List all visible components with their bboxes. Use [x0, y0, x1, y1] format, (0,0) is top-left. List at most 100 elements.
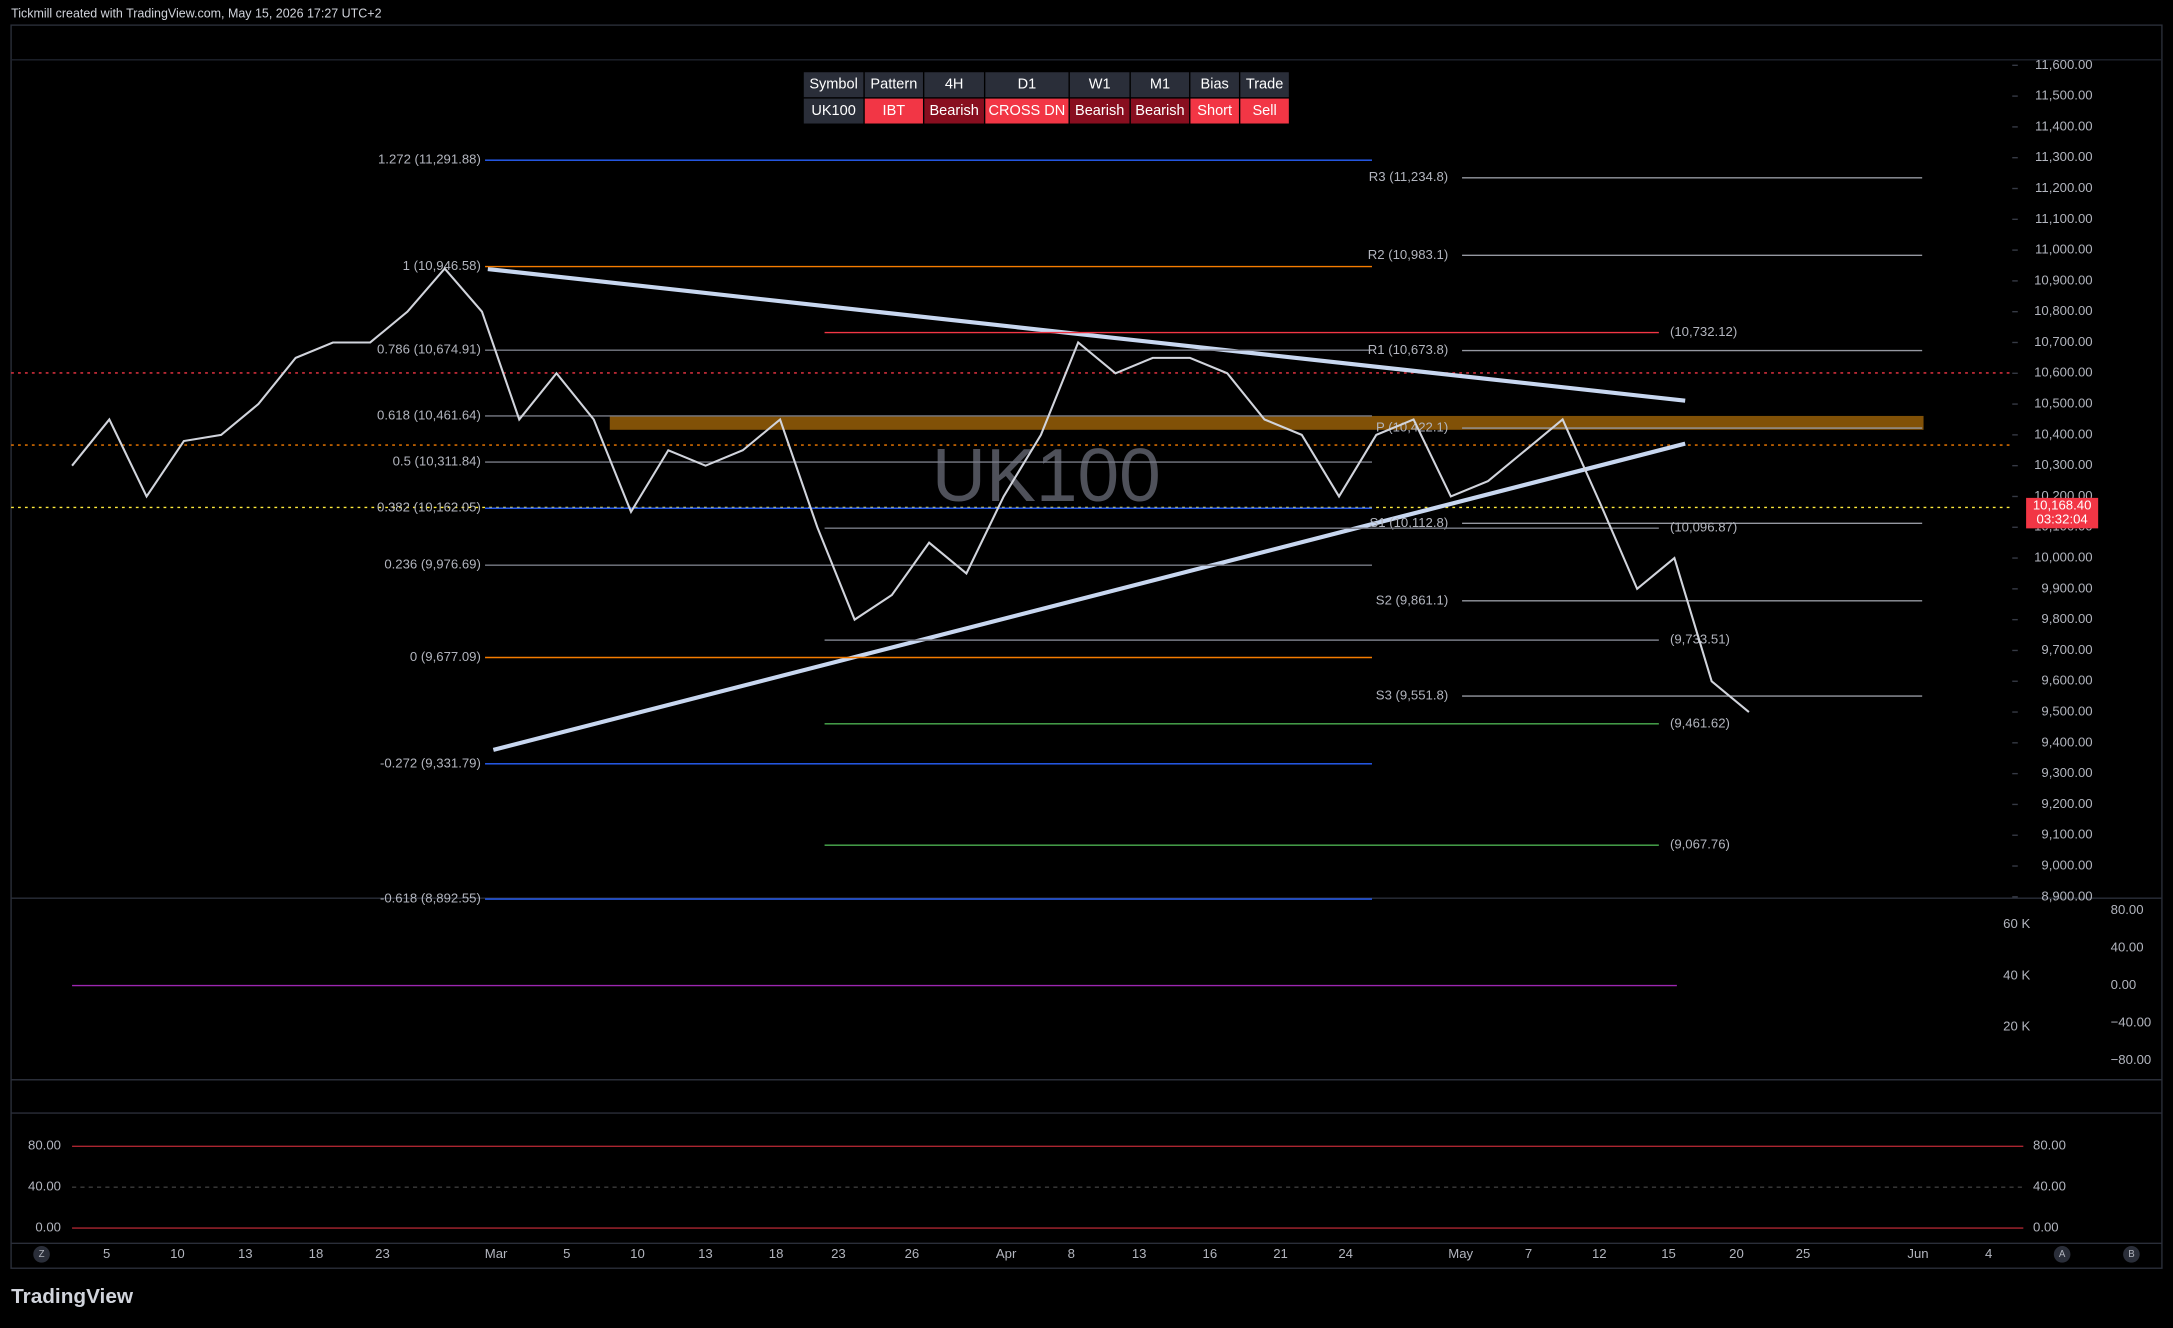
countdown: 03:32:04	[2037, 512, 2088, 527]
y-tick-label: 9,500.00	[2041, 704, 2092, 719]
table-text: IBT	[883, 103, 906, 119]
x-tick-label: 23	[375, 1246, 390, 1261]
stoch-tick-label-left: 80.00	[28, 1138, 61, 1153]
table-header-text: M1	[1150, 77, 1170, 93]
axis-button-label[interactable]: A	[2059, 1249, 2066, 1260]
y-tick-label: 11,200.00	[2035, 180, 2093, 195]
axis-button[interactable]	[33, 1246, 50, 1263]
y-tick-label: 10,500.00	[2034, 396, 2093, 411]
price-line	[71, 266, 1750, 713]
x-tick-label: Mar	[485, 1246, 508, 1261]
y-tick-label: 11,400.00	[2035, 118, 2093, 133]
x-tick-label: 20	[1729, 1246, 1744, 1261]
x-tick-label: 7	[1525, 1246, 1532, 1261]
y-tick-label: 10,600.00	[2034, 365, 2093, 380]
volume-tick-label: 40 K	[2003, 967, 2030, 982]
y-tick-label: 9,700.00	[2041, 642, 2092, 657]
stoch-tick-label-right: 80.00	[2033, 1138, 2066, 1153]
table-cell	[803, 98, 864, 124]
level-label: (9,067.76)	[1670, 837, 1730, 852]
table-text: Bearish	[1075, 103, 1124, 119]
y-tick-label: 10,700.00	[2034, 334, 2093, 349]
axis-button[interactable]	[2123, 1246, 2140, 1263]
y-tick-label: 11,300.00	[2035, 149, 2093, 164]
level-label: 0.618 (10,461.64)	[377, 407, 481, 422]
y-tick-label: 8,900.00	[2041, 888, 2092, 903]
table-header-text: Pattern	[870, 77, 917, 93]
x-tick-label: May	[1448, 1246, 1473, 1261]
trendline	[492, 441, 1686, 752]
table-header-text: 4H	[945, 77, 964, 93]
y-tick-label: 11,500.00	[2035, 88, 2093, 103]
table-header-text: W1	[1089, 77, 1111, 93]
level-label: 0.786 (10,674.91)	[377, 342, 481, 357]
table-header-cell	[1069, 72, 1130, 98]
table-cell	[864, 98, 923, 124]
y-tick-label: 9,900.00	[2041, 580, 2092, 595]
level-label: R3 (11,234.8)	[1369, 169, 1448, 184]
table-cell	[924, 98, 984, 124]
table-cell	[1069, 98, 1130, 124]
level-label: -0.618 (8,892.55)	[380, 891, 481, 906]
y-tick-label: 9,100.00	[2041, 827, 2092, 842]
osc-tick-label: −40.00	[2111, 1014, 2152, 1029]
table-text: CROSS DN	[989, 103, 1066, 119]
table-header-cell	[1130, 72, 1190, 98]
x-tick-label: 15	[1661, 1246, 1676, 1261]
level-label: 0 (9,677.09)	[410, 649, 481, 664]
table-cell	[1240, 98, 1289, 124]
y-tick-label: 11,100.00	[2035, 211, 2093, 226]
osc-tick-label: −80.00	[2111, 1052, 2152, 1067]
axis-button-label[interactable]: Z	[39, 1249, 45, 1260]
zone	[609, 415, 1924, 430]
x-tick-label: Apr	[996, 1246, 1017, 1261]
y-tick-label: 11,600.00	[2035, 57, 2093, 72]
osc-tick-label: 40.00	[2111, 940, 2144, 955]
stoch-tick-label-left: 0.00	[35, 1220, 61, 1235]
axis-button-label[interactable]: B	[2128, 1249, 2134, 1260]
x-tick-label: Jun	[1907, 1246, 1928, 1261]
x-tick-label: 26	[905, 1246, 920, 1261]
x-tick-label: 13	[698, 1246, 713, 1261]
last-price: 10,168.40	[2033, 498, 2092, 513]
y-tick-label: 9,800.00	[2041, 611, 2092, 626]
table-header-cell	[803, 72, 864, 98]
level-label: (9,461.62)	[1670, 715, 1730, 730]
x-tick-label: 5	[563, 1246, 570, 1261]
x-tick-label: 13	[238, 1246, 253, 1261]
table-header-cell	[924, 72, 984, 98]
table-header-text: Trade	[1246, 77, 1283, 93]
trendline	[487, 266, 1686, 403]
x-tick-label: 16	[1203, 1246, 1218, 1261]
table-header-text: Bias	[1201, 77, 1229, 93]
table-text: Bearish	[929, 103, 978, 119]
y-tick-label: 10,300.00	[2034, 457, 2093, 472]
table-header-cell	[985, 72, 1069, 98]
table-cell	[1130, 98, 1190, 124]
level-label: 1 (10,946.58)	[403, 258, 481, 273]
axis-button[interactable]	[2053, 1246, 2071, 1263]
level-label: 1.272 (11,291.88)	[378, 152, 481, 167]
y-tick-label: 10,800.00	[2034, 303, 2093, 318]
level-label: S3 (9,551.8)	[1376, 688, 1448, 703]
level-label: 0.236 (9,976.69)	[384, 557, 481, 572]
level-label: -0.272 (9,331.79)	[380, 755, 481, 770]
table-header-text: D1	[1018, 77, 1037, 93]
osc-tick-label: 0.00	[2111, 977, 2137, 992]
y-tick-label: 9,600.00	[2041, 673, 2092, 688]
x-tick-label: 12	[1592, 1246, 1607, 1261]
y-tick-label: 9,200.00	[2041, 796, 2092, 811]
x-tick-label: 10	[630, 1246, 645, 1261]
x-tick-label: 24	[1338, 1246, 1353, 1261]
last-price-box	[2026, 497, 2099, 529]
table-text: UK100	[811, 103, 855, 119]
logo: TradingView	[11, 1285, 134, 1308]
stoch-tick-label-right: 40.00	[2033, 1179, 2066, 1194]
x-tick-label: 21	[1273, 1246, 1288, 1261]
osc-tick-label: 80.00	[2111, 902, 2144, 917]
x-tick-label: 18	[769, 1246, 784, 1261]
level-label: (10,096.87)	[1670, 520, 1737, 535]
level-label: R1 (10,673.8)	[1368, 342, 1448, 357]
